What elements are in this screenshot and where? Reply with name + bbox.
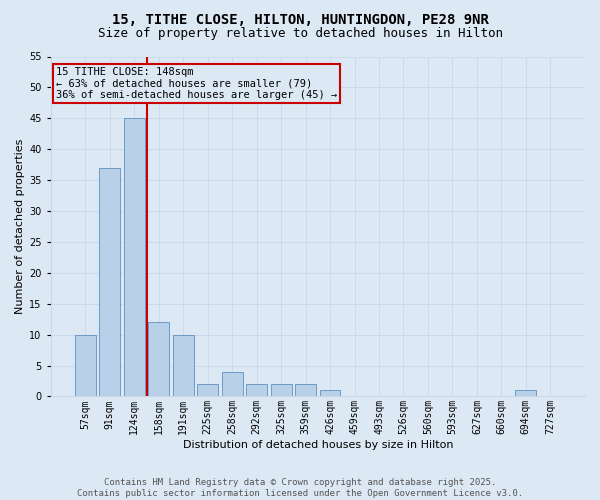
Text: 15, TITHE CLOSE, HILTON, HUNTINGDON, PE28 9NR: 15, TITHE CLOSE, HILTON, HUNTINGDON, PE2… — [112, 12, 488, 26]
Bar — [148, 322, 169, 396]
Bar — [515, 390, 536, 396]
Bar — [100, 168, 120, 396]
Bar — [320, 390, 340, 396]
Text: Size of property relative to detached houses in Hilton: Size of property relative to detached ho… — [97, 26, 503, 40]
Bar — [75, 334, 96, 396]
Bar — [222, 372, 242, 396]
Text: Contains HM Land Registry data © Crown copyright and database right 2025.
Contai: Contains HM Land Registry data © Crown c… — [77, 478, 523, 498]
Bar — [246, 384, 267, 396]
Bar — [295, 384, 316, 396]
Bar — [271, 384, 292, 396]
Bar — [197, 384, 218, 396]
X-axis label: Distribution of detached houses by size in Hilton: Distribution of detached houses by size … — [182, 440, 453, 450]
Y-axis label: Number of detached properties: Number of detached properties — [15, 139, 25, 314]
Bar — [173, 334, 194, 396]
Bar — [124, 118, 145, 396]
Text: 15 TITHE CLOSE: 148sqm
← 63% of detached houses are smaller (79)
36% of semi-det: 15 TITHE CLOSE: 148sqm ← 63% of detached… — [56, 66, 337, 100]
